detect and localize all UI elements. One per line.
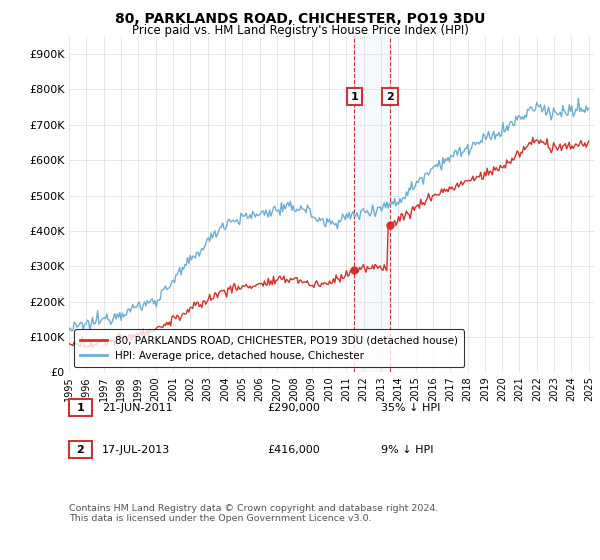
Text: £290,000: £290,000: [267, 403, 320, 413]
Text: 9% ↓ HPI: 9% ↓ HPI: [381, 445, 433, 455]
Text: £416,000: £416,000: [267, 445, 320, 455]
Text: Price paid vs. HM Land Registry's House Price Index (HPI): Price paid vs. HM Land Registry's House …: [131, 24, 469, 37]
Legend: 80, PARKLANDS ROAD, CHICHESTER, PO19 3DU (detached house), HPI: Average price, d: 80, PARKLANDS ROAD, CHICHESTER, PO19 3DU…: [74, 329, 464, 367]
Text: 17-JUL-2013: 17-JUL-2013: [102, 445, 170, 455]
Text: 2: 2: [386, 91, 394, 101]
Text: 21-JUN-2011: 21-JUN-2011: [102, 403, 173, 413]
Bar: [355, 36, 390, 372]
Text: 35% ↓ HPI: 35% ↓ HPI: [381, 403, 440, 413]
Text: 1: 1: [350, 91, 358, 101]
Text: 2: 2: [77, 445, 84, 455]
Text: Contains HM Land Registry data © Crown copyright and database right 2024.
This d: Contains HM Land Registry data © Crown c…: [69, 504, 439, 524]
Text: 80, PARKLANDS ROAD, CHICHESTER, PO19 3DU: 80, PARKLANDS ROAD, CHICHESTER, PO19 3DU: [115, 12, 485, 26]
Text: 1: 1: [77, 403, 84, 413]
